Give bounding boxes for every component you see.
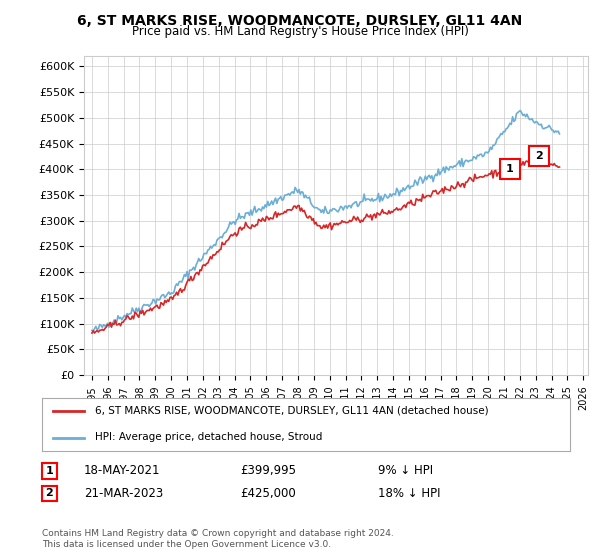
Text: 6, ST MARKS RISE, WOODMANCOTE, DURSLEY, GL11 4AN (detached house): 6, ST MARKS RISE, WOODMANCOTE, DURSLEY, … xyxy=(95,406,488,416)
Text: 2: 2 xyxy=(535,151,543,161)
Text: 9% ↓ HPI: 9% ↓ HPI xyxy=(378,464,433,478)
Text: Price paid vs. HM Land Registry's House Price Index (HPI): Price paid vs. HM Land Registry's House … xyxy=(131,25,469,38)
Text: £399,995: £399,995 xyxy=(240,464,296,478)
Text: 18% ↓ HPI: 18% ↓ HPI xyxy=(378,487,440,500)
Text: 21-MAR-2023: 21-MAR-2023 xyxy=(84,487,163,500)
Text: 1: 1 xyxy=(46,466,53,476)
Text: HPI: Average price, detached house, Stroud: HPI: Average price, detached house, Stro… xyxy=(95,432,322,442)
Text: 6, ST MARKS RISE, WOODMANCOTE, DURSLEY, GL11 4AN: 6, ST MARKS RISE, WOODMANCOTE, DURSLEY, … xyxy=(77,14,523,28)
Text: 2: 2 xyxy=(46,488,53,498)
Text: 1: 1 xyxy=(506,164,514,174)
Text: 18-MAY-2021: 18-MAY-2021 xyxy=(84,464,161,478)
Text: £425,000: £425,000 xyxy=(240,487,296,500)
Text: Contains HM Land Registry data © Crown copyright and database right 2024.
This d: Contains HM Land Registry data © Crown c… xyxy=(42,529,394,549)
